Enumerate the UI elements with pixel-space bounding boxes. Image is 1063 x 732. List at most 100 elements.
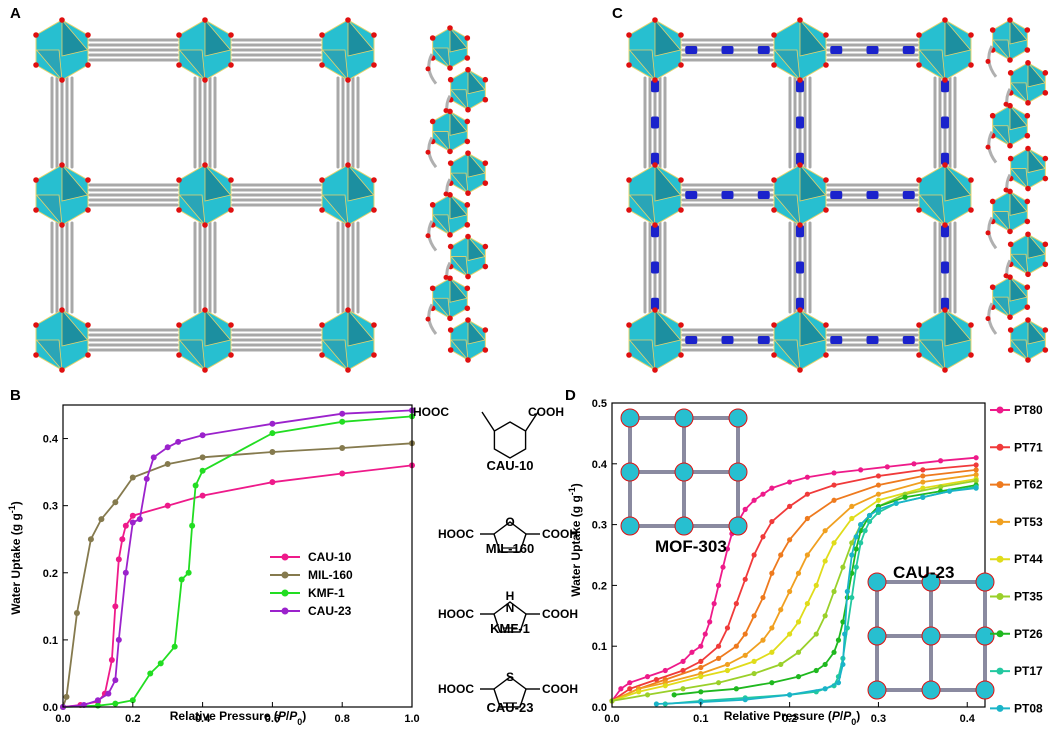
pyrrole-ring bbox=[721, 336, 734, 344]
chartD-point bbox=[787, 537, 793, 543]
inset-cluster bbox=[674, 408, 694, 428]
oxygen-atom bbox=[985, 144, 991, 150]
chartD-point bbox=[698, 664, 704, 671]
metal-cluster bbox=[319, 162, 377, 228]
chartD-point bbox=[787, 503, 793, 509]
chartD-point bbox=[920, 479, 926, 485]
chartB-point bbox=[199, 492, 206, 499]
chartD-point bbox=[804, 491, 810, 497]
chartD-point bbox=[751, 497, 757, 503]
chartD-point bbox=[671, 692, 677, 698]
linker-name: CAU-23 bbox=[487, 700, 534, 715]
chartD-point bbox=[920, 494, 926, 500]
chartD-point bbox=[902, 494, 908, 500]
chartD-point bbox=[973, 462, 979, 468]
chartD-point bbox=[875, 506, 882, 512]
chartD-point bbox=[858, 522, 864, 528]
inset-label-cau-23: CAU-23 bbox=[893, 563, 954, 582]
pyrrole-ring bbox=[830, 191, 843, 199]
chartD-point bbox=[724, 625, 731, 631]
inset-cluster bbox=[921, 680, 941, 700]
chartD-point bbox=[715, 680, 722, 686]
chartD-y-tick-label: 0.4 bbox=[592, 459, 608, 471]
pyrrole-ring bbox=[941, 80, 949, 93]
chartB-y-tick-label: 0.1 bbox=[43, 635, 58, 647]
legend-label-pt53: PT53 bbox=[1014, 515, 1043, 529]
chartD-point bbox=[715, 643, 722, 649]
chartD-point bbox=[920, 473, 926, 479]
chartD-point bbox=[715, 655, 722, 661]
chartD-line-pt44 bbox=[611, 478, 977, 702]
chartD-point bbox=[866, 518, 873, 525]
chartD-point bbox=[760, 594, 766, 601]
legend-label-pt62: PT62 bbox=[1014, 478, 1043, 492]
chartD-point bbox=[849, 540, 855, 546]
chain-octahedron bbox=[989, 17, 1031, 63]
chartD-point bbox=[751, 658, 757, 665]
chartD-point bbox=[680, 667, 686, 674]
chartB-point bbox=[143, 475, 150, 482]
panel-label-c: C bbox=[612, 5, 623, 22]
oxygen-atom bbox=[985, 316, 991, 322]
chartD-point bbox=[724, 661, 731, 668]
chartB-series-mil-160 bbox=[60, 440, 415, 710]
linker-cau-10: HOOC COOH CAU-10 bbox=[413, 405, 564, 473]
chartB-point bbox=[115, 636, 122, 643]
chartD-point bbox=[751, 613, 757, 619]
chartD-line-pt71 bbox=[611, 464, 977, 702]
legend-label-cau-23: CAU-23 bbox=[308, 604, 352, 618]
chartD-point bbox=[711, 601, 717, 607]
chartD-plot-frame bbox=[611, 402, 986, 708]
chartB-point bbox=[112, 700, 119, 707]
chart-d-y-axis-label: Water Uptake (g g-1) bbox=[567, 483, 583, 597]
chartD-point bbox=[698, 658, 704, 665]
chartD-point bbox=[813, 582, 819, 589]
chartD-point bbox=[702, 631, 708, 637]
metal-cluster bbox=[916, 307, 974, 373]
pyrrole-ring bbox=[651, 152, 659, 165]
chartD-point bbox=[795, 619, 802, 625]
chartD-point bbox=[787, 479, 793, 485]
chartD-point bbox=[751, 670, 757, 677]
chartD-point bbox=[689, 649, 695, 655]
legend-label-pt08: PT08 bbox=[1014, 701, 1043, 715]
inset-cluster bbox=[620, 462, 640, 482]
chartD-x-tick-label: 0.4 bbox=[960, 713, 976, 725]
chartD-point bbox=[778, 661, 784, 668]
chartB-point bbox=[339, 410, 346, 417]
chartB-point bbox=[339, 470, 346, 477]
chartD-point bbox=[760, 534, 766, 540]
chartB-point bbox=[269, 420, 276, 427]
chartD-point bbox=[760, 491, 766, 497]
chartD-point bbox=[822, 661, 828, 668]
pyrrole-ring bbox=[796, 261, 804, 274]
chartB-point bbox=[115, 556, 122, 563]
chartD-point bbox=[840, 619, 846, 625]
chartD-point bbox=[644, 674, 651, 680]
chartD-point bbox=[884, 464, 890, 470]
chartD-point bbox=[831, 470, 837, 476]
chartD-point bbox=[893, 500, 899, 506]
bond bbox=[525, 411, 539, 432]
cau-23-framework-structure bbox=[33, 17, 377, 373]
chartD-point bbox=[618, 686, 624, 692]
chartB-point bbox=[269, 448, 276, 455]
chartB-point bbox=[185, 569, 192, 576]
inset-cluster bbox=[728, 408, 748, 428]
chartB-point bbox=[129, 697, 136, 704]
linker-right-group: COOH bbox=[542, 527, 578, 541]
oxygen-atom bbox=[425, 316, 431, 322]
chartD-point bbox=[769, 485, 775, 491]
metal-cluster bbox=[33, 162, 91, 228]
metal-cluster bbox=[176, 307, 234, 373]
pyrrole-ring bbox=[721, 46, 734, 54]
chartD-point bbox=[662, 667, 668, 674]
chartD-point bbox=[842, 631, 848, 637]
inset-cluster bbox=[921, 572, 941, 592]
pyrrole-ring bbox=[866, 336, 879, 344]
chartD-point bbox=[733, 601, 739, 607]
chartB-point bbox=[136, 516, 143, 523]
chartB-series-kmf-1 bbox=[60, 413, 415, 710]
chartD-point bbox=[662, 683, 668, 689]
